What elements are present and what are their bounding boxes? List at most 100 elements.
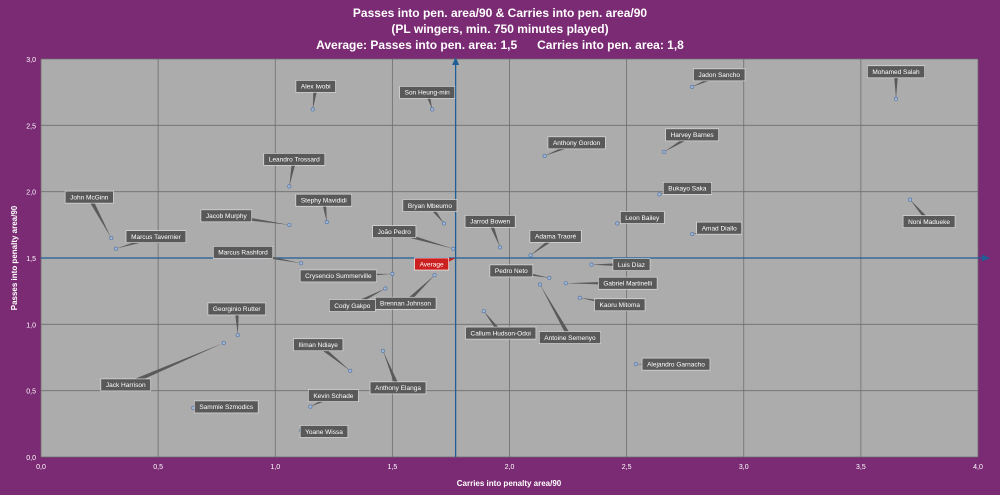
- data-point-17: [498, 245, 503, 250]
- label-box-30: [100, 378, 151, 392]
- point-labels: Mohamed Salah Jadon Sancho Alex Iwobi Son H…: [64, 65, 956, 438]
- label-box-12: [200, 209, 253, 223]
- label-text-35: Kevin Schade: [313, 393, 353, 400]
- label-box-32: [369, 381, 427, 395]
- data-point-24: [563, 281, 568, 286]
- label-box-22: [489, 264, 534, 278]
- label-box-31: [293, 338, 344, 352]
- data-point-33: [633, 362, 638, 367]
- data-point-6: [287, 184, 292, 189]
- label-box-5: [547, 136, 606, 150]
- leader-6: [289, 158, 297, 187]
- data-point-9: [109, 236, 114, 241]
- label-text-36: Yoane Wissa: [305, 429, 343, 436]
- y-axis-label: Passes into penalty area/90: [10, 205, 19, 310]
- label-box-9: [64, 190, 114, 204]
- label-box-25: [538, 331, 601, 344]
- label-text-24: Gabriel Martinelli: [603, 281, 652, 288]
- label-text-29: Georginio Rutter: [213, 306, 262, 313]
- data-point-13: [615, 221, 620, 226]
- label-text-8: Noni Madueke: [908, 219, 950, 226]
- data-point-5: [542, 153, 547, 158]
- label-box-7: [662, 182, 712, 195]
- label-text-1: Jadon Sancho: [698, 72, 740, 79]
- data-point-15: [113, 246, 118, 251]
- label-text-11: Bryan Mbeumo: [408, 203, 452, 210]
- label-box-13: [619, 211, 665, 224]
- x-tick-label-4: 2,0: [505, 464, 515, 471]
- y-tick-label-1: 0,5: [26, 389, 36, 396]
- data-point-12: [287, 222, 292, 227]
- label-box-16: [372, 225, 417, 239]
- data-point-3: [430, 107, 435, 112]
- arrowhead-right: [982, 254, 990, 262]
- label-box-36: [299, 425, 349, 438]
- label-box-14: [696, 221, 743, 235]
- label-text-15: Marcus Tavernier: [131, 234, 182, 241]
- label-text-20: Luis Díaz: [618, 262, 645, 269]
- label-text-22: Pedro Neto: [495, 268, 528, 275]
- data-point-20: [589, 262, 594, 267]
- chart-subtitle: (PL wingers, min. 750 minutes played): [391, 22, 609, 36]
- label-text-30: Jack Harrison: [106, 382, 146, 389]
- x-tick-label-5: 2,5: [622, 464, 632, 471]
- data-point-28: [481, 309, 486, 314]
- label-box-0: [867, 65, 925, 79]
- data-point-19: [299, 261, 304, 266]
- label-box-21: [299, 269, 377, 283]
- leader-0: [893, 71, 899, 99]
- label-text-4: Harvey Barnes: [671, 132, 715, 139]
- label-text-14: Amad Diallo: [702, 225, 737, 232]
- chart-title: Passes into pen. area/90 & Carries into …: [352, 6, 648, 20]
- label-text-18: Adama Traoré: [535, 234, 577, 241]
- data-point-31: [348, 368, 353, 373]
- label-text-31: Iliman Ndiaye: [299, 342, 339, 349]
- label-box-27: [594, 298, 646, 312]
- label-box-17: [464, 215, 516, 228]
- data-point-1: [690, 84, 695, 89]
- x-tick-label-0: 0,0: [36, 464, 46, 471]
- x-tick-label-6: 3,0: [739, 464, 749, 471]
- y-tick-label-3: 1,5: [26, 256, 36, 263]
- label-text-33: Alejandro Garnacho: [647, 361, 705, 368]
- label-box-26: [328, 299, 376, 312]
- label-text-5: Anthony Gordon: [553, 140, 601, 147]
- data-point-8: [908, 197, 913, 202]
- x-tick-label-7: 3,5: [856, 464, 866, 471]
- x-tick-label-3: 1,5: [388, 464, 398, 471]
- data-point-26: [383, 286, 388, 291]
- label-text-16: João Pedro: [378, 229, 412, 236]
- label-text-7: Bukayo Saka: [668, 186, 707, 193]
- label-box-15: [125, 230, 187, 244]
- y-tick-label-2: 1,0: [26, 322, 36, 329]
- x-tick-label-8: 4,0: [973, 464, 983, 471]
- data-point-18: [528, 253, 533, 258]
- label-box-6: [263, 153, 326, 166]
- label-box-28: [465, 326, 537, 340]
- label-box-8: [902, 215, 956, 228]
- label-box-18: [529, 230, 582, 243]
- label-text-26: Cody Gakpo: [334, 303, 371, 310]
- average-label-text: Average: [420, 261, 444, 268]
- data-point-11: [441, 221, 446, 226]
- label-box-10: [295, 193, 353, 207]
- label-box-1: [693, 68, 746, 82]
- label-text-34: Sammie Szmodics: [199, 404, 254, 411]
- data-point-21: [390, 271, 395, 276]
- data-point-23: [432, 273, 437, 278]
- chart-average-text: Average: Passes into pen. area: 1,5 Carr…: [316, 38, 684, 52]
- arrowhead-up: [452, 57, 460, 65]
- data-point-4: [662, 149, 667, 154]
- label-box-4: [665, 128, 719, 142]
- label-box-24: [598, 276, 658, 290]
- y-tick-label-0: 0,0: [26, 455, 36, 462]
- axis-ticks: 0,0 0,5 1,0 1,5 2,0 2,5 3,0 3,5 4,0 0,0 0,5 1,0 1,5 2…: [26, 57, 983, 471]
- label-box-29: [207, 302, 266, 316]
- data-point-2: [310, 107, 315, 112]
- data-point-16: [451, 246, 456, 251]
- label-text-23: Brennan Johnson: [380, 301, 431, 308]
- data-point-30: [221, 340, 226, 345]
- label-box-34: [194, 400, 259, 414]
- label-text-25: Antoine Semenyo: [544, 335, 596, 342]
